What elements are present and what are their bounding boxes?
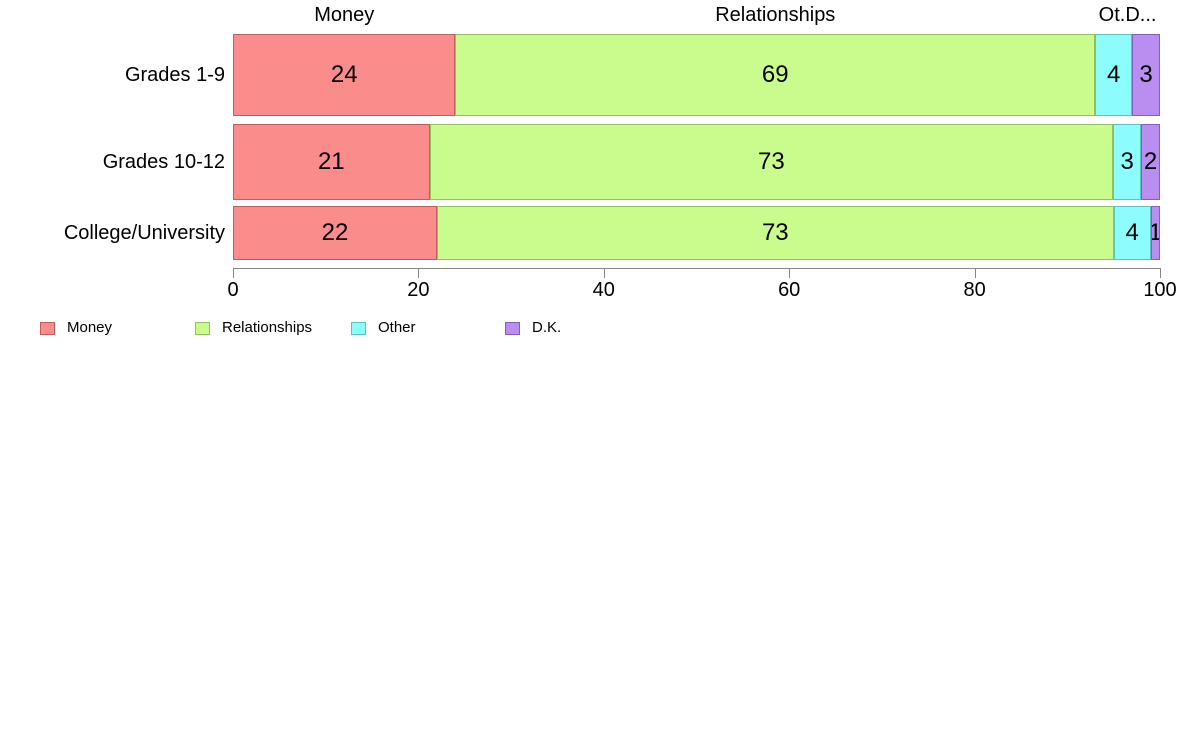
bar-value-label: 24	[330, 61, 358, 88]
category-label: College/University	[63, 222, 225, 244]
category-label: Grades 1-9	[124, 64, 225, 86]
x-axis-tick-label: 40	[592, 279, 615, 301]
legend-item-money[interactable]: Money	[40, 320, 112, 336]
legend-swatch-icon	[195, 321, 210, 335]
x-axis-tick-label: 100	[1143, 279, 1177, 301]
x-axis-tick	[789, 268, 791, 278]
bar-value-label: 4	[1106, 61, 1121, 88]
bar-segment-other[interactable]: 4	[1113, 206, 1151, 260]
x-axis-tick	[603, 268, 605, 278]
bar-segment-money[interactable]: 22	[233, 206, 437, 260]
x-axis-tick-label: 0	[227, 279, 239, 301]
bar-value-label: 1	[1152, 221, 1159, 245]
legend-item-relationships[interactable]: Relationships	[195, 320, 312, 336]
bar-value-label: 3	[1139, 61, 1153, 88]
legend-label: Relationships	[222, 319, 313, 336]
bar-segment-other[interactable]: 4	[1095, 34, 1133, 116]
legend-swatch-icon	[40, 321, 55, 335]
bar-segment-money[interactable]: 21	[233, 124, 430, 200]
bar-value-label: 22	[321, 219, 349, 246]
bar-segment-money[interactable]: 24	[233, 34, 456, 116]
x-axis-line	[233, 268, 1161, 269]
x-axis-tick-label: 60	[778, 279, 801, 301]
column-header-3: Ot.D...	[1098, 4, 1157, 26]
bar-segment-other[interactable]: 3	[1113, 124, 1142, 200]
legend-label: Other	[378, 319, 416, 336]
x-axis-tick-label: 20	[407, 279, 430, 301]
x-axis-tick-label: 80	[963, 279, 986, 301]
bar-value-label: 21	[317, 148, 345, 175]
legend-swatch-icon	[505, 321, 520, 335]
bar-segment-dk[interactable]: 1	[1150, 206, 1160, 260]
bar-row: 22 73 41	[233, 206, 1160, 260]
bar-value-label: 3	[1120, 148, 1134, 175]
legend-item-dk[interactable]: D.K.	[505, 320, 561, 336]
column-header-2: Relationships	[715, 4, 836, 26]
bar-segment-relationships[interactable]: 73	[436, 206, 1114, 260]
x-axis-tick	[418, 268, 420, 278]
bar-row: 21 73 3 2	[233, 124, 1160, 200]
bar-value-label: 69	[761, 61, 789, 88]
legend-label: Money	[67, 319, 113, 336]
bar-value-label: 4	[1125, 219, 1139, 246]
bar-value-label: 73	[761, 219, 789, 246]
bar-segment-dk[interactable]: 2	[1141, 124, 1160, 200]
legend-item-other[interactable]: Other	[351, 320, 416, 336]
x-axis-tick	[1160, 268, 1161, 278]
legend-swatch-icon	[351, 321, 366, 335]
bar-segment-relationships[interactable]: 69	[455, 34, 1096, 116]
bar-value-label: 2	[1143, 148, 1158, 175]
category-label: Grades 10-12	[102, 151, 225, 173]
bar-value-label: 73	[758, 148, 785, 175]
column-header-1: Money	[314, 4, 375, 26]
legend-label: D.K.	[532, 319, 562, 336]
x-axis-tick	[974, 268, 976, 278]
bar-segment-dk[interactable]: 3	[1132, 34, 1160, 116]
bar-segment-relationships[interactable]: 73	[429, 124, 1114, 200]
x-axis-tick	[233, 268, 234, 278]
bar-row: 24 69 4 3	[233, 34, 1160, 116]
